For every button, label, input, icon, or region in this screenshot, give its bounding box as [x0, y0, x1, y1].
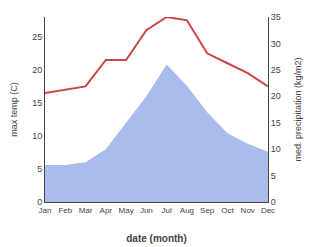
svg-text:date (month): date (month): [126, 233, 187, 244]
svg-text:med. precipitation (kg/m2): med. precipitation (kg/m2): [293, 57, 303, 161]
svg-text:5: 5: [271, 171, 276, 181]
svg-text:Nov: Nov: [241, 206, 255, 215]
svg-text:Oct: Oct: [221, 206, 234, 215]
svg-text:Dec: Dec: [261, 206, 275, 215]
svg-text:Jul: Jul: [162, 206, 172, 215]
svg-text:Aug: Aug: [180, 206, 194, 215]
svg-text:5: 5: [37, 164, 42, 174]
svg-text:25: 25: [32, 32, 42, 42]
svg-text:15: 15: [32, 98, 42, 108]
svg-text:Feb: Feb: [58, 206, 72, 215]
svg-text:10: 10: [32, 131, 42, 141]
svg-text:0: 0: [37, 197, 42, 207]
svg-text:Jan: Jan: [39, 206, 52, 215]
svg-text:30: 30: [271, 39, 281, 49]
svg-text:20: 20: [32, 65, 42, 75]
svg-text:May: May: [119, 206, 134, 215]
svg-text:0: 0: [271, 197, 276, 207]
svg-text:25: 25: [271, 65, 281, 75]
svg-text:10: 10: [271, 144, 281, 154]
svg-text:max temp (C): max temp (C): [9, 82, 19, 137]
svg-text:Apr: Apr: [100, 206, 113, 215]
svg-text:20: 20: [271, 91, 281, 101]
svg-text:35: 35: [271, 12, 281, 22]
svg-text:Mar: Mar: [79, 206, 93, 215]
svg-text:Jun: Jun: [140, 206, 153, 215]
svg-text:Sep: Sep: [200, 206, 215, 215]
svg-text:15: 15: [271, 118, 281, 128]
